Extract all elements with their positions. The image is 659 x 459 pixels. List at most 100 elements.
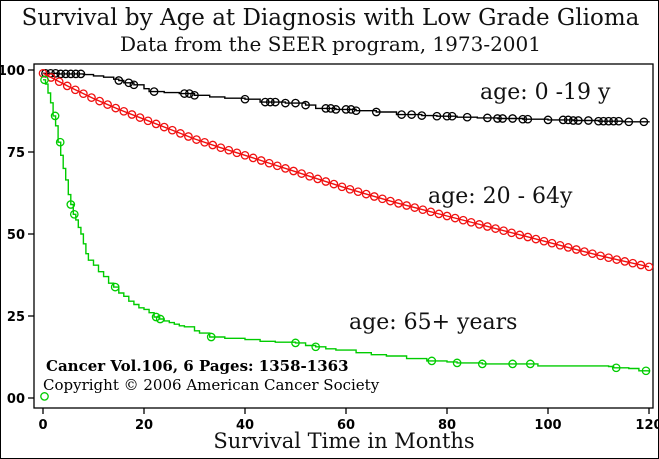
series-marker-age-20-64 <box>612 255 622 264</box>
series-line-age-65plus <box>43 79 650 372</box>
series-marker-age-0-19 <box>573 116 583 125</box>
series-marker-age-0-19 <box>331 105 341 114</box>
series-marker-age-0-19 <box>124 78 134 88</box>
series-marker-age-65plus <box>477 359 487 369</box>
series-marker-age-20-64 <box>281 164 290 173</box>
series-marker-age-20-64 <box>442 211 452 221</box>
series-marker-age-65plus <box>427 356 437 366</box>
series-marker-age-20-64 <box>159 122 169 132</box>
series-marker-age-65plus <box>291 338 300 348</box>
series-marker-age-0-19 <box>498 114 507 123</box>
series-marker-age-65plus <box>66 200 76 209</box>
series-marker-age-0-19 <box>321 104 331 113</box>
series-marker-age-0-19 <box>584 116 593 125</box>
series-marker-age-65plus <box>55 137 65 147</box>
series-marker-age-20-64 <box>547 238 557 248</box>
series-marker-age-20-64 <box>264 158 274 168</box>
series-marker-age-20-64 <box>248 153 258 163</box>
series-marker-age-20-64 <box>208 140 218 150</box>
x-tick-label: 80 <box>438 418 456 433</box>
series-marker-age-65plus <box>611 363 621 373</box>
series-marker-age-65plus <box>155 314 165 324</box>
series-marker-age-0-19 <box>114 76 124 85</box>
series-marker-age-0-19 <box>341 105 351 114</box>
series-marker-age-20-64 <box>580 247 589 256</box>
legend-age-20-64: age: 20 - 64y <box>428 184 573 209</box>
series-marker-age-20-64 <box>386 196 395 206</box>
series-marker-age-20-64 <box>539 236 549 246</box>
series-marker-age-20-64 <box>491 224 500 233</box>
series-marker-age-20-64 <box>402 201 411 210</box>
series-marker-age-20-64 <box>192 135 201 144</box>
series-marker-age-20-64 <box>70 85 80 95</box>
series-marker-age-20-64 <box>507 228 516 238</box>
x-axis-title: Survival Time in Months <box>213 429 475 453</box>
series-marker-age-20-64 <box>143 116 153 126</box>
series-marker-age-65plus <box>50 111 60 121</box>
series-marker-age-20-64 <box>216 143 226 153</box>
y-tick-label: 25 <box>7 310 25 325</box>
series-marker-age-0-19 <box>190 90 199 100</box>
x-tick-label: 120 <box>635 418 659 433</box>
series-marker-age-0-19 <box>281 98 290 108</box>
series-marker-age-0-19 <box>41 68 50 78</box>
series-marker-age-0-19 <box>346 105 356 114</box>
series-marker-age-0-19 <box>609 116 618 126</box>
series-marker-age-20-64 <box>329 179 339 189</box>
series-marker-age-20-64 <box>87 93 96 102</box>
series-marker-age-0-19 <box>149 87 159 96</box>
series-marker-age-0-19 <box>518 114 528 124</box>
series-marker-age-20-64 <box>79 89 88 99</box>
series-marker-age-0-19 <box>265 97 275 107</box>
series-marker-age-0-19 <box>563 115 573 125</box>
series-marker-age-20-64 <box>394 199 403 208</box>
series-marker-age-20-64 <box>596 251 605 261</box>
series-marker-age-20-64 <box>200 137 209 147</box>
series-marker-age-20-64 <box>361 189 371 199</box>
series-marker-age-20-64 <box>628 258 638 268</box>
y-tick-label: 00 <box>7 392 25 407</box>
series-marker-age-65plus <box>452 358 462 368</box>
series-marker-age-0-19 <box>56 69 66 79</box>
series-marker-age-0-19 <box>614 116 624 126</box>
series-marker-age-20-64 <box>483 222 492 231</box>
legend-age-65plus: age: 65+ years <box>349 310 518 335</box>
series-marker-age-20-64 <box>184 132 193 141</box>
series-marker-age-20-64 <box>272 161 282 171</box>
series-marker-age-65plus <box>525 359 535 369</box>
series-marker-age-20-64 <box>523 232 533 242</box>
series-marker-age-20-64 <box>256 156 266 165</box>
series-marker-age-20-64 <box>434 209 444 219</box>
series-marker-age-0-19 <box>270 97 280 107</box>
series-marker-age-20-64 <box>297 169 306 178</box>
x-tick-label: 20 <box>135 418 153 433</box>
series-marker-age-20-64 <box>95 96 104 106</box>
series-marker-age-65plus <box>206 332 216 342</box>
series-marker-age-0-19 <box>301 100 310 110</box>
series-marker-age-0-19 <box>397 110 406 119</box>
series-marker-age-65plus <box>311 342 321 352</box>
y-tick-label: 50 <box>7 228 25 243</box>
series-marker-age-0-19 <box>371 107 381 117</box>
series-marker-age-0-19 <box>543 115 553 125</box>
series-marker-age-20-64 <box>604 253 613 263</box>
series-marker-age-0-19 <box>483 113 492 123</box>
series-marker-age-0-19 <box>462 112 472 122</box>
x-tick-label: 60 <box>337 418 355 433</box>
series-marker-age-20-64 <box>103 100 112 109</box>
series-marker-age-0-19 <box>185 89 194 98</box>
series-marker-age-20-64 <box>54 77 64 87</box>
series-marker-age-20-64 <box>426 207 436 217</box>
series-marker-age-20-64 <box>62 81 72 91</box>
series-marker-age-0-19 <box>442 111 452 121</box>
x-tick-label: 40 <box>236 418 254 433</box>
series-marker-age-0-19 <box>291 98 300 108</box>
series-marker-age-0-19 <box>129 80 139 90</box>
series-marker-age-65plus <box>641 366 651 376</box>
series-marker-age-0-19 <box>417 111 427 120</box>
y-tick-label: 75 <box>7 146 25 161</box>
series-marker-age-20-64 <box>450 213 460 223</box>
series-marker-age-0-19 <box>447 111 457 121</box>
